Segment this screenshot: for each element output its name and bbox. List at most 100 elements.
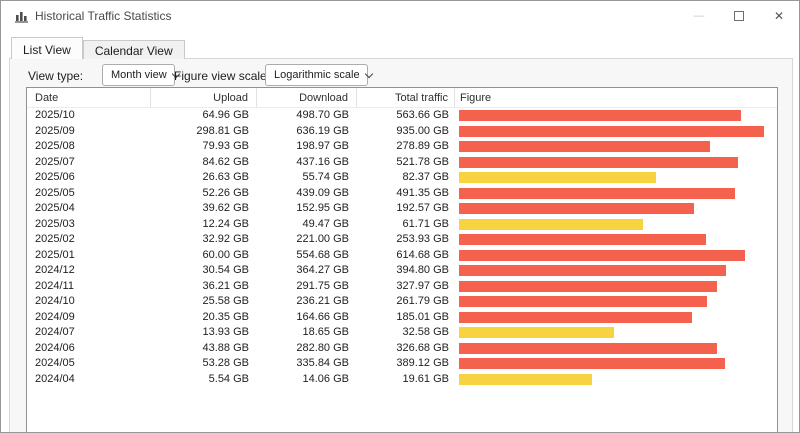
cell-upload: 298.81 GB bbox=[196, 124, 249, 137]
cell-date: 2025/09 bbox=[35, 124, 75, 137]
table-row[interactable]: 2024/06 43.88 GB 282.80 GB 326.68 GB bbox=[27, 341, 777, 357]
table-row[interactable]: 2024/10 25.58 GB 236.21 GB 261.79 GB bbox=[27, 294, 777, 310]
traffic-bar bbox=[459, 342, 717, 354]
cell-upload: 30.54 GB bbox=[202, 264, 249, 276]
cell-total: 192.57 GB bbox=[396, 202, 449, 214]
cell-figure bbox=[455, 263, 777, 279]
table-row[interactable]: 2024/04 5.54 GB 14.06 GB 19.61 GB bbox=[27, 372, 777, 388]
minimize-icon: — bbox=[693, 9, 705, 22]
cell-date: 2025/02 bbox=[35, 233, 75, 245]
table-row[interactable]: 2025/05 52.26 GB 439.09 GB 491.35 GB bbox=[27, 186, 777, 202]
table-row[interactable]: 2025/08 79.93 GB 198.97 GB 278.89 GB bbox=[27, 139, 777, 155]
tab-strip: List View Calendar View bbox=[11, 37, 185, 59]
traffic-bar bbox=[459, 187, 735, 199]
cell-download: 152.95 GB bbox=[296, 202, 349, 214]
cell-date: 2025/07 bbox=[35, 155, 75, 168]
cell-figure bbox=[455, 155, 777, 171]
column-header-total[interactable]: Total traffic bbox=[357, 88, 455, 107]
cell-figure bbox=[455, 325, 777, 341]
cell-upload: 79.93 GB bbox=[202, 140, 249, 152]
cell-figure bbox=[455, 356, 777, 372]
tab-list-view-label: List View bbox=[23, 43, 71, 57]
cell-total: 185.01 GB bbox=[396, 310, 449, 323]
tab-list-view[interactable]: List View bbox=[11, 37, 83, 59]
cell-download: 14.06 GB bbox=[302, 372, 349, 385]
table-row[interactable]: 2025/04 39.62 GB 152.95 GB 192.57 GB bbox=[27, 201, 777, 217]
cell-figure bbox=[455, 279, 777, 295]
cell-download: 554.68 GB bbox=[296, 248, 349, 261]
view-type-value: Month view bbox=[111, 69, 167, 81]
cell-upload: 12.24 GB bbox=[202, 217, 249, 230]
table-row[interactable]: 2025/02 32.92 GB 221.00 GB 253.93 GB bbox=[27, 232, 777, 248]
cell-upload: 36.21 GB bbox=[202, 279, 249, 292]
cell-date: 2025/04 bbox=[35, 202, 75, 214]
cell-download: 636.19 GB bbox=[296, 124, 349, 137]
cell-figure bbox=[455, 217, 777, 233]
table-row[interactable]: 2025/06 26.63 GB 55.74 GB 82.37 GB bbox=[27, 170, 777, 186]
minimize-button[interactable]: — bbox=[679, 1, 719, 31]
cell-download: 221.00 GB bbox=[296, 233, 349, 245]
cell-upload: 5.54 GB bbox=[208, 372, 249, 385]
column-header-figure[interactable]: Figure bbox=[460, 91, 492, 104]
cell-download: 364.27 GB bbox=[296, 264, 349, 276]
table-row[interactable]: 2024/07 13.93 GB 18.65 GB 32.58 GB bbox=[27, 325, 777, 341]
maximize-button[interactable] bbox=[719, 1, 759, 31]
cell-figure bbox=[455, 232, 777, 248]
cell-total: 82.37 GB bbox=[402, 171, 449, 183]
traffic-bar bbox=[459, 203, 694, 214]
table-row[interactable]: 2024/05 53.28 GB 335.84 GB 389.12 GB bbox=[27, 356, 777, 372]
traffic-bar bbox=[459, 125, 764, 137]
cell-figure bbox=[455, 201, 777, 217]
cell-upload: 25.58 GB bbox=[202, 295, 249, 307]
maximize-icon bbox=[734, 11, 744, 21]
figure-scale-select[interactable]: Logarithmic scale bbox=[265, 64, 373, 86]
cell-date: 2024/07 bbox=[35, 326, 75, 338]
cell-date: 2024/12 bbox=[35, 264, 75, 276]
figure-scale-value: Logarithmic scale bbox=[274, 69, 360, 81]
cell-upload: 13.93 GB bbox=[202, 326, 249, 338]
traffic-bar bbox=[459, 327, 614, 338]
traffic-table: Date Upload Download Total traffic Figur… bbox=[26, 87, 778, 432]
cell-upload: 32.92 GB bbox=[202, 233, 249, 245]
table-row[interactable]: 2025/07 84.62 GB 437.16 GB 521.78 GB bbox=[27, 155, 777, 171]
cell-date: 2024/05 bbox=[35, 357, 75, 369]
table-row[interactable]: 2024/12 30.54 GB 364.27 GB 394.80 GB bbox=[27, 263, 777, 279]
close-button[interactable]: ✕ bbox=[759, 1, 799, 31]
cell-figure bbox=[455, 108, 777, 124]
cell-total: 19.61 GB bbox=[402, 372, 449, 385]
title-bar: Historical Traffic Statistics — ✕ bbox=[1, 1, 799, 31]
column-header-date[interactable]: Date bbox=[27, 88, 151, 107]
cell-total: 563.66 GB bbox=[396, 109, 449, 121]
cell-total: 327.97 GB bbox=[396, 279, 449, 292]
cell-figure bbox=[455, 248, 777, 264]
table-row[interactable]: 2025/03 12.24 GB 49.47 GB 61.71 GB bbox=[27, 217, 777, 233]
cell-figure bbox=[455, 372, 777, 388]
list-view-page: View type: Month view Figure view scale:… bbox=[9, 58, 793, 432]
figure-scale-label: Figure view scale: bbox=[174, 69, 271, 83]
cell-figure bbox=[455, 124, 777, 140]
column-header-download[interactable]: Download bbox=[257, 88, 357, 107]
cell-download: 282.80 GB bbox=[296, 341, 349, 354]
cell-upload: 26.63 GB bbox=[202, 171, 249, 183]
cell-download: 498.70 GB bbox=[296, 109, 349, 121]
table-row[interactable]: 2024/09 20.35 GB 164.66 GB 185.01 GB bbox=[27, 310, 777, 326]
cell-date: 2024/09 bbox=[35, 310, 75, 323]
view-type-select[interactable]: Month view bbox=[102, 64, 180, 86]
table-row[interactable]: 2025/10 64.96 GB 498.70 GB 563.66 GB bbox=[27, 108, 777, 124]
cell-date: 2024/10 bbox=[35, 295, 75, 307]
cell-total: 491.35 GB bbox=[396, 186, 449, 199]
cell-figure bbox=[455, 294, 777, 310]
cell-upload: 39.62 GB bbox=[202, 202, 249, 214]
bar-chart-icon bbox=[15, 12, 28, 23]
table-row[interactable]: 2025/01 60.00 GB 554.68 GB 614.68 GB bbox=[27, 248, 777, 264]
column-header-upload[interactable]: Upload bbox=[151, 88, 257, 107]
cell-download: 49.47 GB bbox=[302, 217, 349, 230]
cell-download: 335.84 GB bbox=[296, 357, 349, 369]
cell-date: 2025/08 bbox=[35, 140, 75, 152]
table-row[interactable]: 2024/11 36.21 GB 291.75 GB 327.97 GB bbox=[27, 279, 777, 295]
table-row[interactable]: 2025/09 298.81 GB 636.19 GB 935.00 GB bbox=[27, 124, 777, 140]
cell-download: 439.09 GB bbox=[296, 186, 349, 199]
traffic-bar bbox=[459, 110, 741, 121]
tab-calendar-view[interactable]: Calendar View bbox=[82, 40, 185, 59]
